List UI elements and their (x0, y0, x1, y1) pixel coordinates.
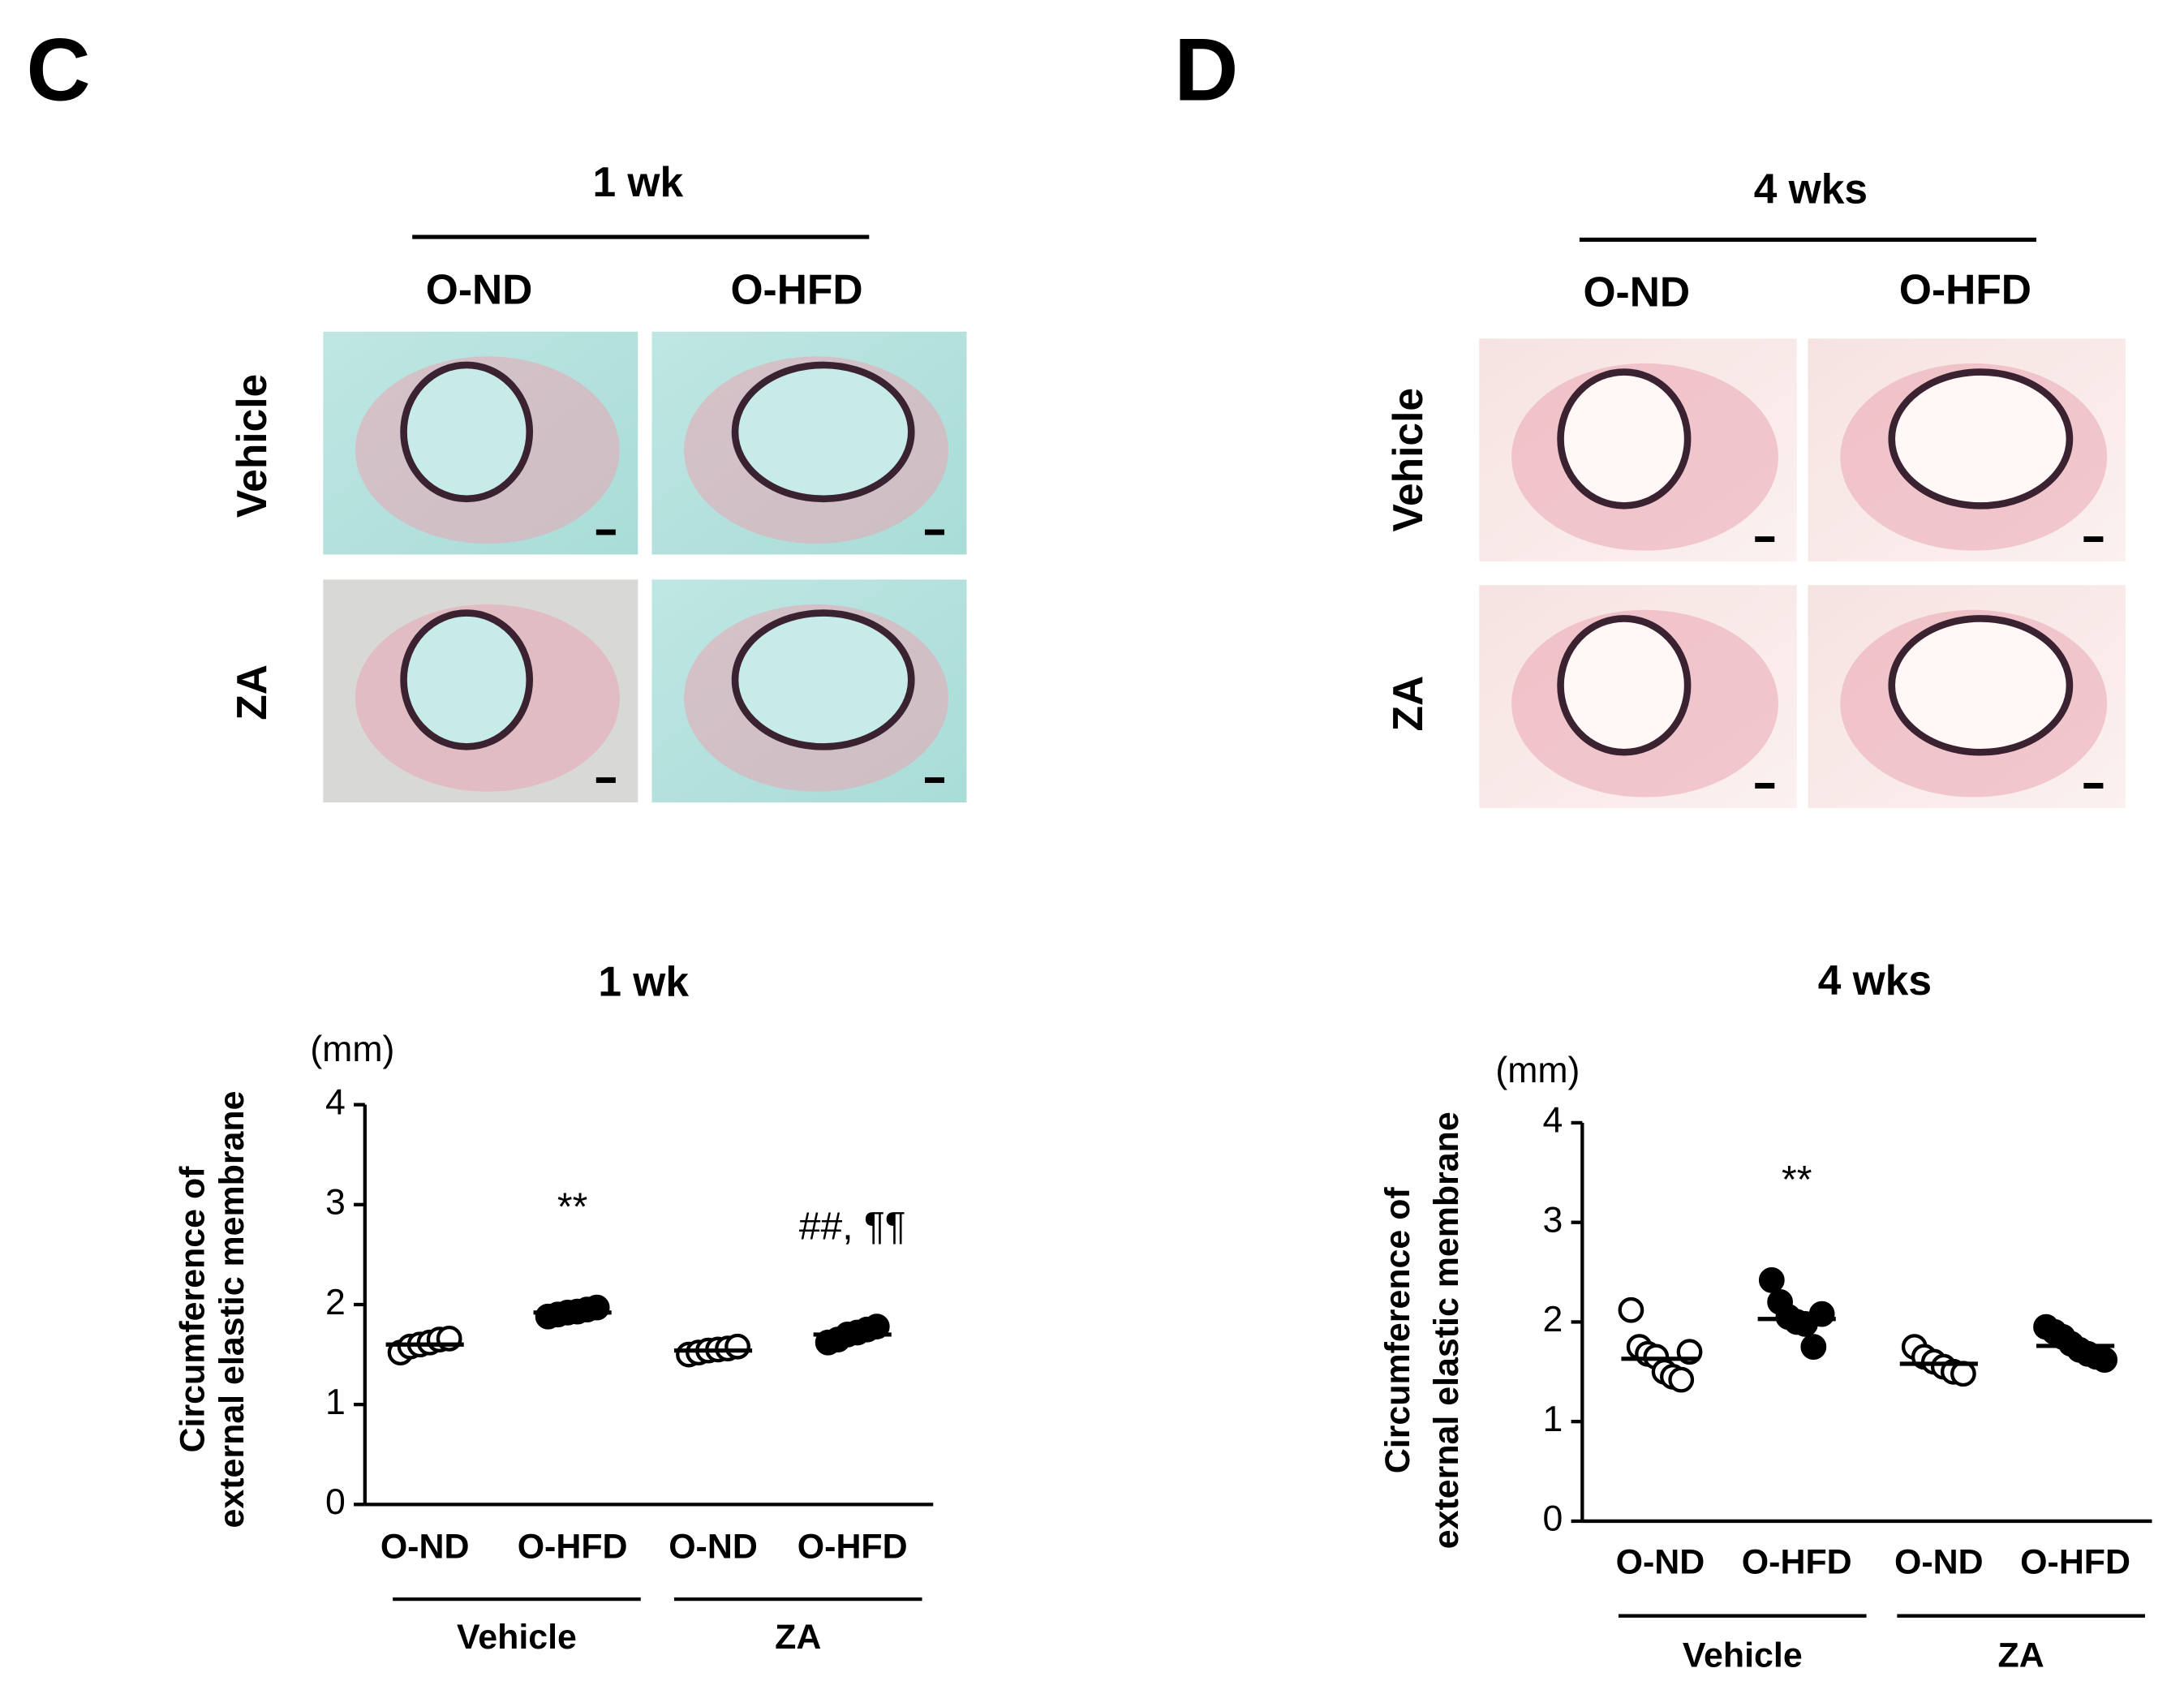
histology-title: 4 wks (1754, 166, 1868, 213)
x-tick-label: O-HFD (2020, 1543, 2130, 1582)
data-point (1808, 1301, 1835, 1327)
y-tick-label: 1 (325, 1382, 346, 1422)
y-tick-label: 2 (325, 1283, 346, 1322)
chart-title: 1 wk (598, 958, 689, 1005)
scale-bar (2083, 536, 2104, 543)
vessel-lumen (1888, 615, 2074, 756)
column-label: O-ND (426, 265, 533, 312)
column-label: O-ND (1583, 269, 1690, 316)
x-tick-label: O-ND (669, 1528, 758, 1567)
panel-letter: D (1174, 21, 1238, 120)
x-tick-label: O-ND (1616, 1543, 1705, 1582)
y-unit: (mm) (310, 1030, 394, 1069)
group-label: ZA (775, 1618, 821, 1657)
data-point (1668, 1366, 1695, 1393)
scale-bar (1755, 536, 1775, 543)
x-tick-label: O-HFD (1742, 1543, 1852, 1582)
scale-bar (2083, 783, 2104, 789)
y-tick-label: 4 (1542, 1101, 1563, 1141)
histology-title: 1 wk (592, 158, 683, 205)
row-label: ZA (228, 664, 275, 720)
vessel-lumen (400, 361, 534, 503)
data-point (724, 1333, 750, 1360)
x-tick-label: O-ND (1894, 1543, 1984, 1582)
data-point (1758, 1267, 1785, 1293)
vessel-lumen (1888, 368, 2074, 509)
scale-bar (1755, 783, 1775, 789)
y-tick-label: 2 (1542, 1300, 1563, 1339)
vessel-lumen (1557, 368, 1692, 509)
x-tick-label: O-ND (380, 1528, 470, 1567)
vessel-lumen (731, 609, 915, 750)
group-label: ZA (1998, 1636, 2044, 1675)
vessel-lumen (731, 361, 915, 503)
significance-label: ##, ¶¶ (799, 1205, 906, 1249)
vessel-lumen (1557, 615, 1692, 756)
chart-title: 4 wks (1818, 957, 1932, 1004)
scale-bar (595, 529, 616, 535)
scale-bar (595, 777, 616, 784)
y-tick-label: 1 (1542, 1399, 1563, 1439)
row-label: Vehicle (228, 374, 275, 518)
y-unit: (mm) (1495, 1051, 1580, 1090)
row-label: Vehicle (1384, 388, 1431, 532)
y-tick-label: 4 (325, 1082, 346, 1122)
y-tick-label: 3 (325, 1183, 346, 1223)
y-axis-label: external elastic membrane (213, 1090, 252, 1528)
y-axis-label: Circumference of (174, 1166, 213, 1453)
data-point (1618, 1296, 1644, 1323)
column-label: O-HFD (730, 265, 862, 312)
y-axis-label: external elastic membrane (1427, 1111, 1466, 1549)
row-label: ZA (1384, 676, 1431, 732)
data-point (583, 1294, 610, 1321)
x-tick-label: O-HFD (518, 1528, 628, 1567)
y-tick-label: 3 (1542, 1200, 1563, 1240)
data-point (1800, 1334, 1827, 1361)
y-tick-label: 0 (325, 1482, 346, 1522)
group-label: Vehicle (1683, 1636, 1803, 1675)
data-point (863, 1313, 890, 1339)
vessel-lumen (400, 609, 534, 750)
y-tick-label: 0 (1542, 1499, 1563, 1539)
x-tick-label: O-HFD (798, 1528, 908, 1567)
y-axis-label: Circumference of (1378, 1187, 1417, 1474)
scale-bar (924, 777, 945, 784)
data-point (2092, 1347, 2118, 1373)
significance-label: ** (1782, 1158, 1812, 1202)
panel-letter: C (26, 21, 90, 120)
scale-bar (924, 529, 945, 535)
column-label: O-HFD (1899, 265, 2031, 312)
group-label: Vehicle (457, 1618, 577, 1657)
data-point (1950, 1361, 1976, 1387)
significance-label: ** (557, 1185, 587, 1229)
